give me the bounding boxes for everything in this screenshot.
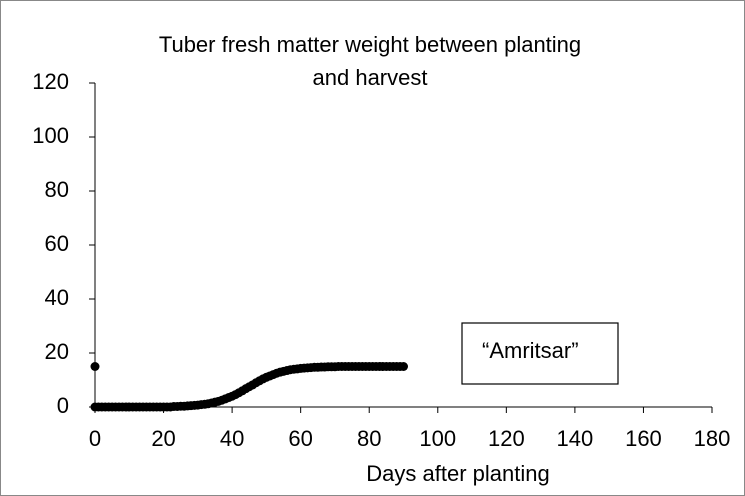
x-tick-label: 80 [357,426,381,451]
x-tick-label: 100 [419,426,456,451]
point [90,362,100,371]
y-tick-label: 0 [57,393,69,418]
y-tick-label: 40 [45,285,69,310]
x-axis-label: Days after planting [366,461,549,486]
x-tick-label: 20 [151,426,175,451]
x-tick-label: 60 [288,426,312,451]
x-tick-label: 0 [89,426,101,451]
point [399,362,408,371]
y-tick-label: 120 [32,69,69,94]
annotation-box [461,322,619,385]
chart-title: Tuber fresh matter weight between planti… [158,32,582,90]
annotation: “Amritsar” [482,338,579,363]
x-tick-label: 180 [694,426,731,451]
y-tick-label: 20 [45,339,69,364]
x-tick-label: 40 [220,426,244,451]
y-tick-label: 80 [45,177,69,202]
y-tick-label: 100 [32,123,69,148]
x-tick-label: 160 [625,426,662,451]
y-tick-label: 60 [45,231,69,256]
x-tick-label: 140 [557,426,594,451]
x-tick-label: 120 [488,426,525,451]
